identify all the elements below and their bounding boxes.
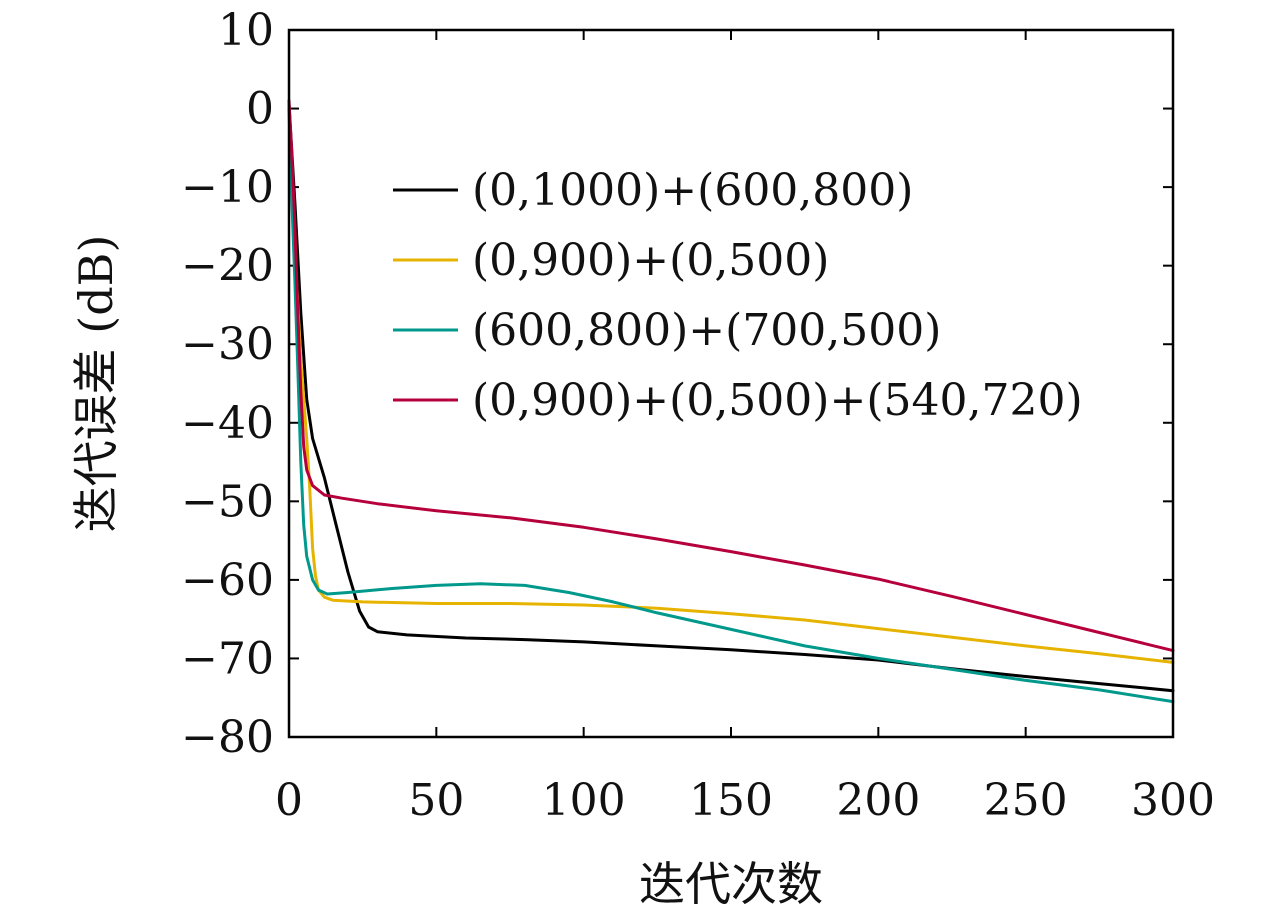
x-tick-label: 150 [689,775,773,826]
legend: (0,1000)+(600,800) (0,900)+(0,500) (600,80… [393,165,1083,426]
series-line-3 [287,107,1175,704]
x-axis: 0 50 100 150 200 250 300 [275,30,1215,826]
legend-label-4: (0,900)+(0,500)+(540,720) [472,375,1083,426]
legend-label-3: (600,800)+(700,500) [472,305,941,356]
x-tick-label: 0 [275,775,303,826]
y-tick-label: −50 [181,476,274,527]
y-tick-label: 0 [246,84,274,135]
y-tick-label: 10 [218,5,274,56]
y-tick-label: −60 [181,555,274,606]
x-tick-label: 250 [984,775,1068,826]
y-tick-label: −70 [181,633,274,684]
y-tick-label: −30 [181,319,274,370]
series-line-4 [287,99,1175,653]
y-axis-title: 迭代误差 (dB) [69,235,123,533]
x-tick-label: 100 [542,775,626,826]
y-tick-label: −80 [181,712,274,763]
x-tick-label: 300 [1131,775,1215,826]
plot-frame [287,28,1175,739]
series-line-2 [287,103,1175,664]
y-tick-label: −40 [181,398,274,449]
y-axis: 10 0 −10 −20 −30 −40 −50 −60 −70 −80 [181,5,1173,763]
x-tick-label: 50 [408,775,464,826]
legend-label-2: (0,900)+(0,500) [472,235,829,286]
legend-label-1: (0,1000)+(600,800) [472,165,913,216]
x-axis-title: 迭代次数 [639,857,823,910]
y-tick-label: −10 [181,162,274,213]
x-tick-label: 200 [836,775,920,826]
series-layer [287,99,1175,704]
y-tick-label: −20 [181,241,274,292]
